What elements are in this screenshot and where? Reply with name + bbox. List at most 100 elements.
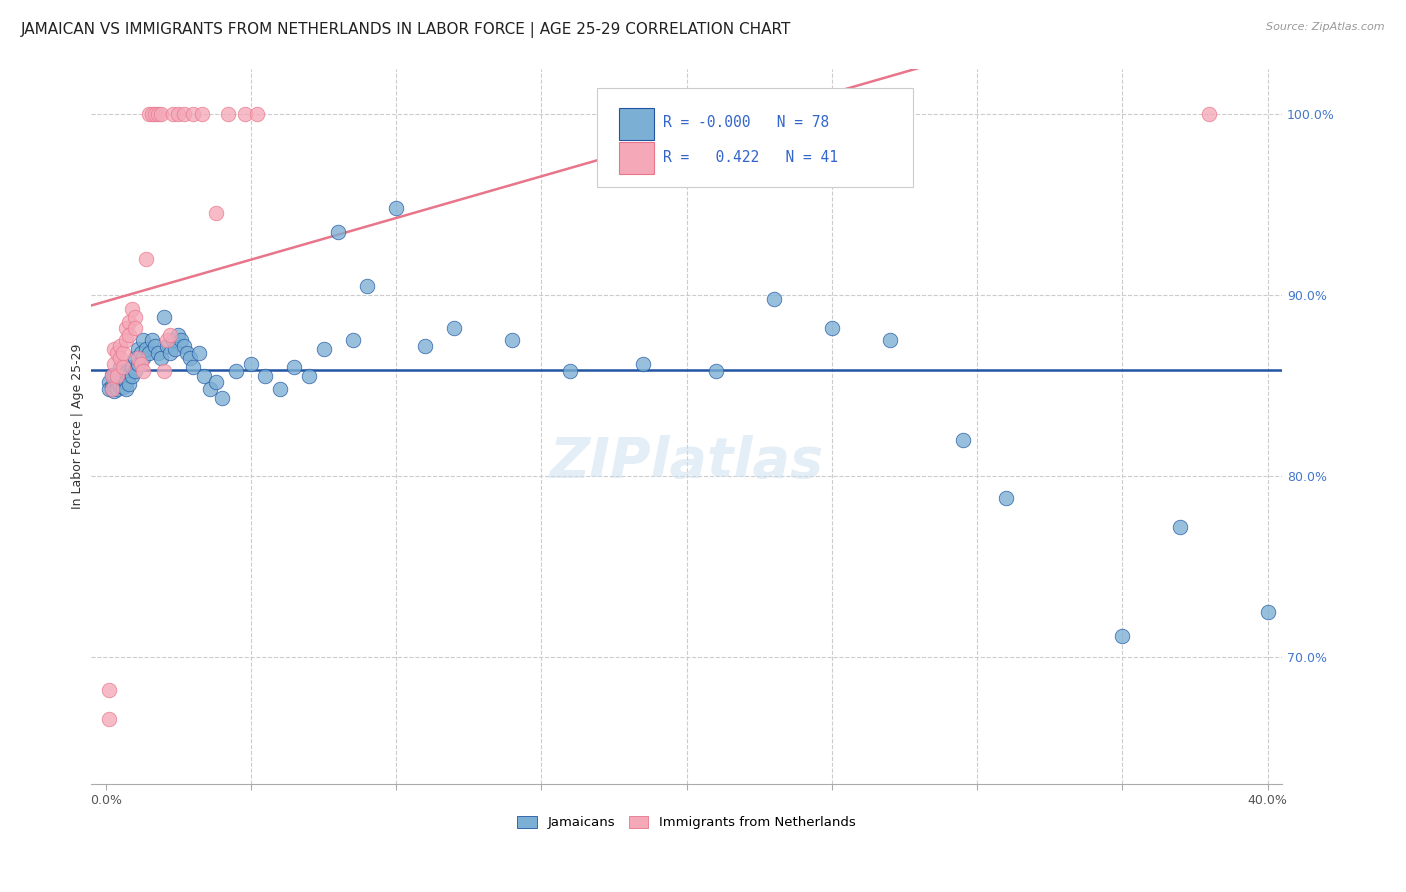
Point bbox=[821, 320, 844, 334]
Point bbox=[173, 107, 195, 121]
Point bbox=[239, 357, 262, 371]
Point bbox=[1170, 520, 1192, 534]
Point bbox=[217, 107, 239, 121]
Point bbox=[141, 333, 163, 347]
Point bbox=[124, 351, 146, 366]
Point bbox=[115, 333, 138, 347]
Point bbox=[121, 369, 143, 384]
Point bbox=[205, 206, 228, 220]
Point bbox=[97, 682, 120, 697]
Point bbox=[118, 368, 141, 382]
Point bbox=[1256, 605, 1278, 619]
Point bbox=[124, 310, 146, 324]
Point bbox=[124, 320, 146, 334]
Point bbox=[879, 333, 901, 347]
Point bbox=[443, 320, 465, 334]
Point bbox=[103, 369, 125, 384]
Point bbox=[127, 351, 149, 366]
Point bbox=[385, 201, 408, 215]
Point bbox=[110, 339, 132, 353]
Point bbox=[162, 333, 184, 347]
Point bbox=[103, 384, 125, 398]
Point bbox=[97, 375, 120, 389]
Point bbox=[283, 360, 305, 375]
Point bbox=[121, 302, 143, 317]
Point bbox=[112, 360, 135, 375]
Text: JAMAICAN VS IMMIGRANTS FROM NETHERLANDS IN LABOR FORCE | AGE 25-29 CORRELATION C: JAMAICAN VS IMMIGRANTS FROM NETHERLANDS … bbox=[21, 22, 792, 38]
FancyBboxPatch shape bbox=[598, 87, 912, 186]
Point bbox=[132, 364, 155, 378]
Point bbox=[704, 364, 727, 378]
Point bbox=[170, 333, 193, 347]
Point bbox=[112, 346, 135, 360]
Text: ZIPlatlas: ZIPlatlas bbox=[550, 435, 824, 489]
Point bbox=[112, 371, 135, 385]
Point bbox=[110, 351, 132, 366]
Point bbox=[165, 343, 187, 357]
Point bbox=[179, 351, 201, 366]
Point bbox=[105, 382, 128, 396]
Point bbox=[124, 364, 146, 378]
Point bbox=[246, 107, 269, 121]
Point bbox=[205, 375, 228, 389]
Point bbox=[97, 712, 120, 726]
Point bbox=[211, 391, 233, 405]
Point bbox=[356, 279, 378, 293]
Point bbox=[173, 339, 195, 353]
Y-axis label: In Labor Force | Age 25-29: In Labor Force | Age 25-29 bbox=[72, 343, 84, 509]
Text: R = -0.000   N = 78: R = -0.000 N = 78 bbox=[662, 115, 830, 130]
Point bbox=[762, 292, 785, 306]
Point bbox=[100, 382, 122, 396]
Point bbox=[127, 343, 149, 357]
Point bbox=[995, 491, 1018, 505]
Point bbox=[132, 351, 155, 366]
Point bbox=[152, 364, 174, 378]
Point bbox=[342, 333, 364, 347]
Point bbox=[298, 369, 321, 384]
Point bbox=[159, 346, 181, 360]
Point bbox=[187, 346, 209, 360]
Point bbox=[631, 357, 654, 371]
Point bbox=[560, 364, 582, 378]
Point bbox=[152, 310, 174, 324]
Point bbox=[149, 351, 172, 366]
Point bbox=[103, 357, 125, 371]
Point bbox=[115, 375, 138, 389]
Point bbox=[118, 376, 141, 391]
Point bbox=[100, 368, 122, 382]
Point bbox=[112, 380, 135, 394]
Point bbox=[118, 327, 141, 342]
Point bbox=[110, 378, 132, 392]
Point bbox=[176, 346, 198, 360]
Point bbox=[115, 320, 138, 334]
Point bbox=[141, 107, 163, 121]
Point bbox=[105, 369, 128, 384]
Point bbox=[110, 360, 132, 375]
Text: R =   0.422   N = 41: R = 0.422 N = 41 bbox=[662, 150, 838, 165]
Point bbox=[121, 360, 143, 375]
Point bbox=[129, 357, 152, 371]
FancyBboxPatch shape bbox=[619, 108, 654, 140]
Point bbox=[105, 375, 128, 389]
Point bbox=[135, 343, 157, 357]
Point bbox=[103, 378, 125, 392]
Point bbox=[105, 346, 128, 360]
Legend: Jamaicans, Immigrants from Netherlands: Jamaicans, Immigrants from Netherlands bbox=[512, 811, 860, 835]
Point bbox=[952, 433, 974, 447]
Point bbox=[100, 369, 122, 384]
Point bbox=[200, 382, 222, 396]
Point bbox=[100, 378, 122, 392]
Point bbox=[146, 107, 169, 121]
Point bbox=[413, 339, 436, 353]
Point bbox=[135, 252, 157, 266]
Text: Source: ZipAtlas.com: Source: ZipAtlas.com bbox=[1267, 22, 1385, 32]
Point bbox=[112, 364, 135, 378]
Point bbox=[118, 315, 141, 329]
Point bbox=[190, 107, 212, 121]
Point bbox=[156, 333, 179, 347]
Point bbox=[115, 366, 138, 380]
Point bbox=[193, 369, 215, 384]
Point bbox=[225, 364, 247, 378]
Point bbox=[97, 382, 120, 396]
Point bbox=[138, 346, 160, 360]
